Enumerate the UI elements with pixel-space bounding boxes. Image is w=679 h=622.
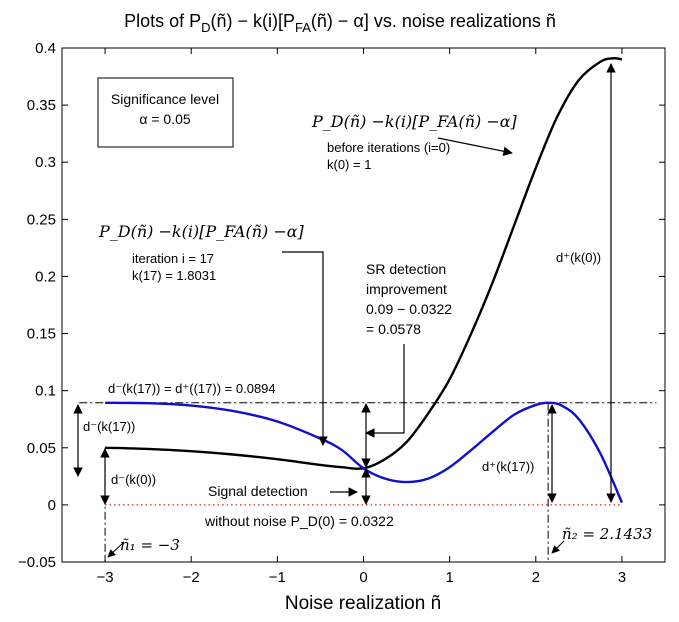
title-sub-fa: FA xyxy=(295,20,311,35)
y-tick-label: 0.4 xyxy=(35,40,56,57)
series-line-iteration-17 xyxy=(105,401,624,504)
arrow-iteration-17 xyxy=(282,251,328,446)
sr-result-label: = 0.0578 xyxy=(366,321,421,337)
x-tick-label: −1 xyxy=(269,569,286,586)
formula-mid: P_D(ñ) −k(i)[P_FA(ñ) −α] xyxy=(98,222,305,241)
d-equality-label: d⁻(k(17)) = d⁺((17)) = 0.0894 xyxy=(108,381,276,396)
x-axis-label: Noise realization ñ xyxy=(285,593,441,614)
title-post: (ñ) − α] vs. noise realizations ñ xyxy=(311,11,556,31)
sr-detection-label: SR detection xyxy=(366,261,446,277)
arrow-sr-improvement xyxy=(365,344,405,438)
x-tick-label: 1 xyxy=(445,569,453,586)
arrow-n2 xyxy=(551,540,565,554)
x-tick-label: −2 xyxy=(183,569,200,586)
title-sub-d: D xyxy=(201,20,210,35)
y-tick-label: 0.05 xyxy=(27,440,56,457)
k17-label: k(17) = 1.8031 xyxy=(132,268,216,283)
y-tick-label: 0.2 xyxy=(35,268,56,285)
y-tick-label: 0.1 xyxy=(35,383,56,400)
dminus-k17-label: d⁻(k(17)) xyxy=(83,419,135,434)
dminus-k0-label: d⁻(k(0)) xyxy=(111,472,156,487)
y-tick-label: 0.3 xyxy=(35,154,56,171)
y-axis-ticks: −0.05 0 0.05 0.1 0.15 0.2 0.25 0.3 0.35 0.4 xyxy=(18,40,665,571)
y-tick-label: 0.35 xyxy=(27,97,56,114)
sr-difference-label: 0.09 − 0.0322 xyxy=(366,301,452,317)
title-pre: Plots of P xyxy=(124,11,201,31)
x-tick-label: −3 xyxy=(97,569,114,586)
significance-label: Significance level xyxy=(111,91,219,107)
dplus-k0-label: d⁺(k(0)) xyxy=(556,250,601,265)
n2-label: ñ₂ = 2.1433 xyxy=(562,525,652,543)
significance-box xyxy=(97,77,234,148)
dplus-k17-label: d⁺(k(17)) xyxy=(482,459,534,474)
x-tick-label: 3 xyxy=(618,569,626,586)
y-tick-label: 0.15 xyxy=(27,326,56,343)
significance-alpha: α = 0.05 xyxy=(139,111,191,127)
series-line-before-iterations xyxy=(105,57,623,471)
x-tick-label: 2 xyxy=(532,569,540,586)
k0-label: k(0) = 1 xyxy=(327,157,371,172)
arrow-before-iterations xyxy=(437,137,513,156)
iteration-label: iteration i = 17 xyxy=(132,251,214,266)
formula-top: P_D(ñ) −k(i)[P_FA(ñ) −α] xyxy=(311,112,518,131)
n1-label: ñ₁ = −3 xyxy=(120,536,180,554)
x-tick-label: 0 xyxy=(359,569,367,586)
x-axis-ticks: −3 −2 −1 0 1 2 3 xyxy=(97,48,626,586)
y-tick-label: 0.25 xyxy=(27,211,56,228)
signal-detection-label: Signal detection xyxy=(208,483,308,499)
before-iterations-label: before iterations (i=0) xyxy=(327,140,450,155)
y-tick-label: 0 xyxy=(48,497,56,514)
y-tick-label: −0.05 xyxy=(18,554,56,571)
arrow-n1 xyxy=(107,541,125,558)
without-noise-label: without noise P_D(0) = 0.0322 xyxy=(204,513,394,529)
sr-improvement-label: improvement xyxy=(366,281,447,297)
chart-title: Plots of PD(ñ) − k(i)[PFA(ñ) − α] vs. no… xyxy=(124,11,556,35)
title-mid: (ñ) − k(i)[P xyxy=(211,11,296,31)
